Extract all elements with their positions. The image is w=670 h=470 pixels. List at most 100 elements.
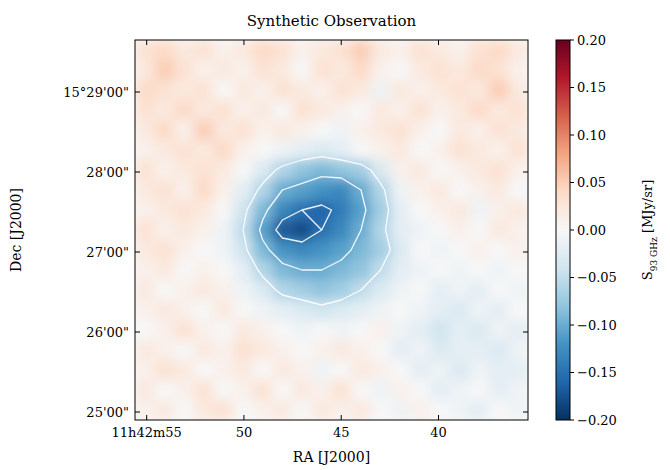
cell	[410, 400, 430, 420]
cell	[351, 120, 371, 141]
cell	[489, 360, 509, 381]
cell	[155, 100, 175, 121]
cell	[292, 240, 312, 261]
y-tick-label: 26'00"	[86, 325, 129, 340]
y-tick	[135, 332, 140, 333]
cell	[430, 100, 450, 121]
contours	[243, 157, 390, 305]
cell	[174, 400, 194, 420]
cell	[233, 300, 253, 321]
cell	[292, 360, 312, 381]
cell	[430, 120, 450, 141]
cell	[214, 240, 234, 261]
cell	[410, 380, 430, 401]
colorbar-label-part: [MJy/sr]	[640, 180, 655, 237]
cell	[233, 160, 253, 181]
cell	[194, 100, 214, 121]
colorbar-label: S93 GHz [MJy/sr]	[640, 180, 659, 280]
colorbar-tick	[570, 277, 574, 278]
cell	[508, 280, 528, 301]
cell	[469, 60, 489, 81]
cell	[351, 360, 371, 381]
cell	[430, 320, 450, 341]
cell	[214, 80, 234, 101]
cell	[508, 200, 528, 221]
cell	[292, 40, 312, 61]
cell	[135, 140, 155, 161]
colorbar-label-part: S	[640, 271, 655, 280]
cell	[155, 280, 175, 301]
cell	[174, 360, 194, 381]
cell	[233, 80, 253, 101]
cell	[390, 400, 410, 420]
cell	[312, 360, 332, 381]
cell	[332, 360, 352, 381]
cell	[469, 140, 489, 161]
cell	[135, 40, 155, 61]
cell	[135, 120, 155, 141]
cell	[155, 40, 175, 61]
cell	[214, 400, 234, 420]
cell	[469, 180, 489, 201]
cell	[449, 200, 469, 221]
cell	[155, 80, 175, 101]
cell	[135, 100, 155, 121]
cell	[489, 380, 509, 401]
cell	[194, 80, 214, 101]
cell	[253, 220, 273, 241]
cell	[292, 320, 312, 341]
x-tick	[243, 415, 244, 420]
cell	[194, 140, 214, 161]
cell	[312, 200, 332, 221]
cell	[489, 120, 509, 141]
colorbar-tick-label: −0.20	[577, 413, 617, 428]
cell	[371, 300, 391, 321]
cell	[273, 140, 293, 161]
cell	[469, 260, 489, 281]
cell	[371, 160, 391, 181]
cell	[155, 300, 175, 321]
cell	[489, 240, 509, 261]
cell	[174, 40, 194, 61]
cell	[449, 160, 469, 181]
cell	[292, 340, 312, 361]
cell	[292, 280, 312, 301]
cell	[410, 360, 430, 381]
cell	[292, 380, 312, 401]
cell	[214, 220, 234, 241]
colorbar-tick-label: −0.10	[577, 318, 617, 333]
cell	[214, 60, 234, 81]
cell	[489, 400, 509, 420]
cell	[214, 160, 234, 181]
cell	[312, 320, 332, 341]
cell	[312, 40, 332, 61]
cell	[233, 60, 253, 81]
cell	[174, 80, 194, 101]
cell	[489, 80, 509, 101]
cell	[371, 40, 391, 61]
cell	[371, 320, 391, 341]
cell	[508, 120, 528, 141]
cell	[214, 120, 234, 141]
cell	[430, 400, 450, 420]
cell	[194, 320, 214, 341]
colorbar	[556, 40, 570, 420]
cell	[332, 300, 352, 321]
cell	[489, 280, 509, 301]
cell	[508, 180, 528, 201]
cell	[155, 160, 175, 181]
cell	[273, 240, 293, 261]
cell	[135, 340, 155, 361]
cell	[449, 300, 469, 321]
x-axis-title: RA [J2000]	[293, 449, 370, 465]
colorbar-tick	[570, 372, 574, 373]
cell	[489, 40, 509, 61]
cell	[194, 300, 214, 321]
cell	[233, 360, 253, 381]
cell	[332, 400, 352, 420]
cell	[214, 180, 234, 201]
cell	[214, 380, 234, 401]
cell	[351, 60, 371, 81]
colorbar-tick-label: 0.00	[577, 223, 606, 238]
cell	[312, 400, 332, 420]
